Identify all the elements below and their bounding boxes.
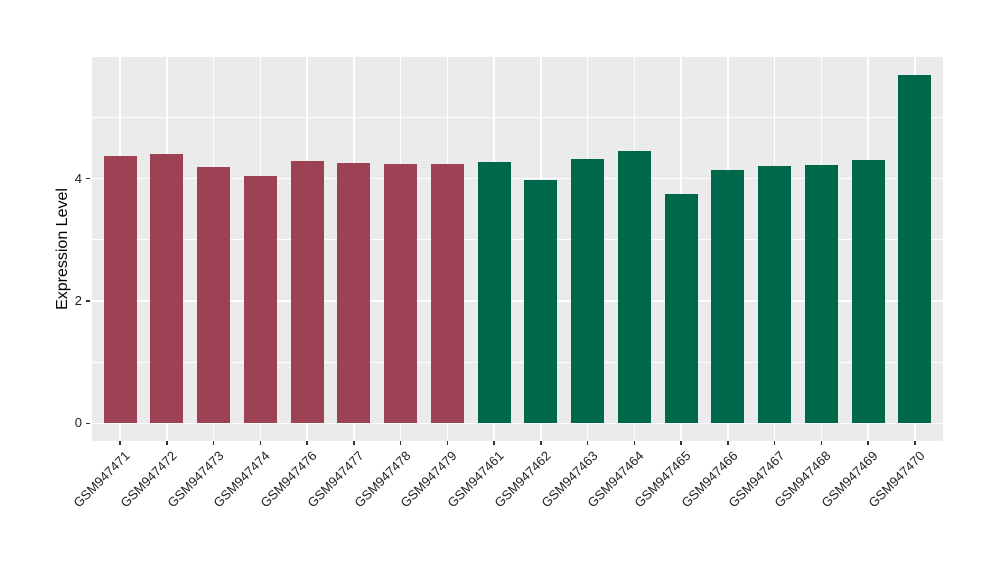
y-tick-mark (86, 300, 90, 302)
y-tick-mark (86, 422, 90, 425)
bar-GSM947478 (384, 164, 418, 424)
x-tick-mark (633, 441, 636, 445)
bar-GSM947474 (243, 175, 277, 424)
x-tick-mark (727, 441, 729, 445)
bar-GSM947466 (711, 169, 745, 424)
bar-GSM947479 (430, 164, 464, 424)
x-tick-mark (493, 441, 495, 445)
bar-GSM947470 (898, 74, 932, 424)
bar-GSM947462 (524, 179, 558, 424)
y-tick-label: 2 (74, 292, 82, 308)
bar-GSM947467 (758, 165, 792, 424)
bar-GSM947471 (103, 156, 137, 424)
bar-GSM947469 (851, 159, 885, 424)
bar-GSM947468 (804, 164, 838, 424)
x-tick-mark (353, 441, 355, 445)
x-tick-mark (119, 441, 121, 445)
x-tick-mark (914, 441, 916, 445)
gridline-minor-horizontal (92, 361, 943, 363)
plot-panel (92, 57, 943, 441)
x-tick-mark (680, 441, 682, 445)
y-tick-label: 4 (74, 170, 82, 186)
bar-GSM947476 (290, 160, 324, 424)
x-tick-mark (259, 441, 262, 445)
x-tick-mark (586, 441, 589, 445)
x-tick-mark (399, 441, 402, 445)
gridline-major-horizontal (92, 177, 943, 180)
y-tick-label: 0 (74, 415, 82, 431)
y-tick-mark (86, 177, 90, 180)
x-tick-mark (540, 441, 542, 445)
bar-GSM947473 (197, 167, 231, 424)
gridline-minor-horizontal (92, 239, 943, 241)
gridline-minor-horizontal (92, 117, 943, 118)
x-tick-mark (446, 441, 449, 445)
bar-GSM947461 (477, 162, 511, 424)
gridline-major-horizontal (92, 300, 943, 302)
bar-GSM947463 (571, 159, 605, 424)
x-tick-mark (867, 441, 869, 445)
x-tick-mark (306, 441, 308, 445)
gridline-major-horizontal (92, 422, 943, 425)
bar-GSM947465 (664, 193, 698, 424)
x-tick-mark (820, 441, 823, 445)
x-tick-mark (166, 441, 168, 445)
x-tick-mark (773, 441, 776, 445)
x-tick-mark (212, 441, 215, 445)
y-axis-title-text: Expression Level (54, 188, 71, 310)
y-axis-title: Expression Level (48, 57, 78, 441)
bar-GSM947464 (617, 150, 651, 424)
bar-GSM947472 (150, 154, 184, 424)
bar-GSM947477 (337, 163, 371, 424)
